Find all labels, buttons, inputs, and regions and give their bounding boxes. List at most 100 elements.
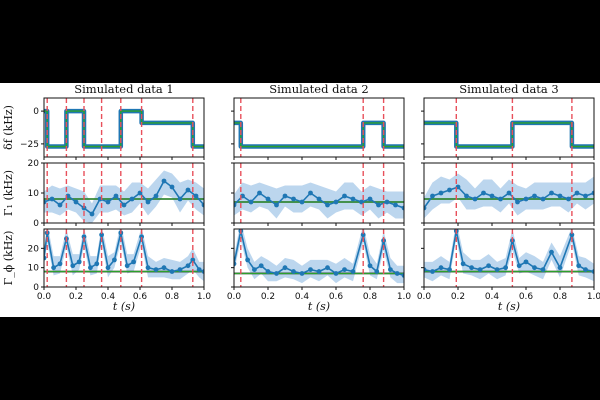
gammaphi-data-point bbox=[486, 263, 491, 269]
axes-frame bbox=[233, 228, 405, 288]
gamma1-data-point bbox=[161, 178, 167, 184]
gammaphi-data-point bbox=[549, 249, 554, 255]
y-tick-label: 10 bbox=[28, 264, 40, 274]
gamma1-data-point bbox=[447, 187, 452, 193]
x-tick-label: 0.4 bbox=[101, 292, 116, 302]
subplot-2-gammaphi bbox=[231, 228, 405, 290]
y-tick-label: −25 bbox=[20, 140, 39, 150]
gamma1-data-point bbox=[201, 202, 204, 208]
gamma1-data-point bbox=[549, 190, 554, 196]
gammaphi-data-point bbox=[540, 267, 546, 272]
gamma1-data-point bbox=[316, 196, 322, 202]
gammaphi-data-point bbox=[360, 232, 366, 238]
panel-title-2: Simulated data 2 bbox=[269, 82, 369, 96]
gammaphi-data-point bbox=[569, 232, 575, 238]
gammaphi-data-point bbox=[112, 257, 117, 263]
gamma1-data-point bbox=[350, 196, 356, 202]
gammaphi-data-point bbox=[169, 269, 175, 274]
gamma1-data-point bbox=[73, 199, 79, 205]
gamma1-data-point bbox=[393, 202, 398, 208]
gammaphi-data-point bbox=[99, 232, 104, 238]
gammaphi-data-point bbox=[477, 267, 483, 272]
gammaphi-data-point bbox=[245, 257, 251, 263]
gamma1-data-point bbox=[234, 202, 237, 208]
gamma1-data-point bbox=[481, 190, 486, 196]
gammaphi-data-point bbox=[234, 261, 237, 267]
y-tick-label: 0 bbox=[33, 107, 39, 117]
x-tick-label: 0.0 bbox=[227, 292, 242, 302]
gammaphi-data-point bbox=[430, 269, 435, 274]
panel-title-1: Simulated data 1 bbox=[74, 82, 174, 96]
gammaphi-data-point bbox=[44, 255, 47, 261]
gamma1-data-point bbox=[145, 199, 151, 205]
gammaphi-data-point bbox=[190, 257, 196, 263]
plot-area bbox=[44, 163, 204, 223]
gamma1-data-point bbox=[566, 196, 571, 202]
gammaphi-data-point bbox=[325, 265, 330, 271]
gammaphi-data-point bbox=[94, 261, 100, 267]
gamma1-data-point bbox=[193, 193, 199, 199]
gamma1-data-point bbox=[248, 199, 254, 205]
plot-area bbox=[234, 229, 404, 287]
gamma1-data-point bbox=[591, 190, 594, 196]
gamma1-data-point bbox=[308, 190, 313, 196]
y-tick-label: 0 bbox=[33, 283, 39, 293]
panel-title-3: Simulated data 3 bbox=[459, 82, 559, 96]
plot-area bbox=[234, 163, 404, 223]
plot-area bbox=[44, 229, 204, 287]
gammaphi-data-point bbox=[105, 265, 111, 271]
gamma1-data-point bbox=[333, 199, 339, 205]
gammaphi-data-point bbox=[424, 267, 427, 272]
delta-f-data-trace bbox=[424, 120, 594, 149]
gamma1-data-point bbox=[523, 196, 529, 202]
x-tick-label: 0.8 bbox=[553, 292, 568, 302]
gammaphi-data-point bbox=[394, 271, 400, 276]
gammaphi-data-point bbox=[131, 259, 137, 265]
gammaphi-data-point bbox=[153, 267, 159, 272]
gamma1-data-point bbox=[105, 199, 111, 205]
x-tick-label: 0.8 bbox=[165, 292, 180, 302]
gammaphi-data-point bbox=[447, 267, 452, 272]
row-label-gamma1: Γ₁ (kHz) bbox=[2, 170, 15, 216]
gamma1-data-point bbox=[498, 196, 503, 202]
axes-frame bbox=[43, 228, 205, 288]
gamma1-data-point bbox=[515, 199, 520, 205]
axes-frame bbox=[423, 97, 595, 158]
gammaphi-data-point bbox=[388, 267, 393, 272]
gammaphi-data-point bbox=[81, 234, 87, 240]
gamma1-data-point bbox=[169, 184, 175, 190]
x-tick-label: 0.6 bbox=[329, 292, 344, 302]
gammaphi-data-point bbox=[316, 269, 322, 274]
gammaphi-data-point bbox=[342, 267, 347, 272]
axes-frame bbox=[233, 97, 405, 158]
x-axis-label-1: t (s) bbox=[113, 300, 135, 313]
gamma1-data-point bbox=[44, 199, 47, 205]
gamma1-data-point bbox=[376, 202, 381, 208]
gamma1-data-point bbox=[113, 193, 119, 199]
gamma1-data-point bbox=[265, 196, 271, 202]
subplot-3-delta_f bbox=[421, 97, 595, 160]
gamma1-data-point bbox=[430, 193, 435, 199]
gammaphi-data-point bbox=[88, 265, 93, 271]
y-tick-label: 20 bbox=[28, 159, 40, 169]
gammaphi-data-point bbox=[282, 265, 288, 271]
gammaphi-data-point bbox=[469, 265, 474, 271]
gammaphi-data-point bbox=[557, 265, 563, 271]
delta-f-true-trace bbox=[424, 122, 594, 148]
gamma1-data-point bbox=[185, 187, 191, 193]
gamma1-data-point bbox=[49, 196, 55, 202]
x-tick-label: 0.8 bbox=[363, 292, 378, 302]
gamma1-data-point bbox=[401, 205, 404, 211]
gammaphi-data-point bbox=[185, 263, 191, 269]
gammaphi-data-point bbox=[576, 263, 582, 269]
gamma1-data-point bbox=[557, 193, 563, 199]
gammaphi-data-point bbox=[265, 269, 271, 274]
gammaphi-data-point bbox=[252, 267, 257, 272]
x-tick-label: 1.0 bbox=[197, 292, 212, 302]
gamma1-data-point bbox=[424, 205, 427, 211]
x-tick-label: 1.0 bbox=[397, 292, 412, 302]
x-tick-label: 1.0 bbox=[587, 292, 600, 302]
y-tick-label: 0 bbox=[33, 219, 39, 229]
x-axis-label-3: t (s) bbox=[498, 300, 520, 313]
row-label-delta_f: δf (kHz) bbox=[2, 105, 15, 150]
